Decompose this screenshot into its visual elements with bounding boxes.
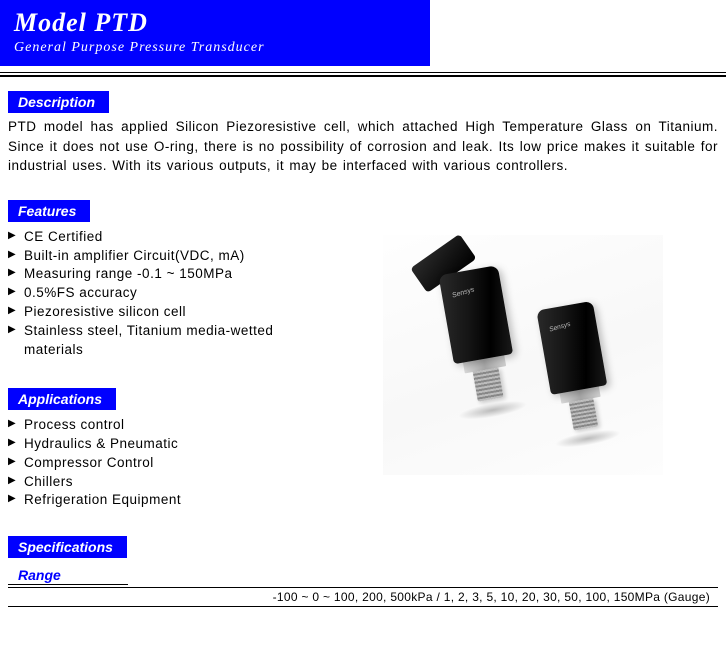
transducer-illustration-1 (434, 264, 529, 423)
image-column (320, 200, 726, 511)
list-item: Measuring range -0.1 ~ 150MPa (8, 265, 320, 284)
transducer-illustration-2 (532, 299, 622, 450)
specifications-block: Specifications Range -100 ~ 0 ~ 100, 200… (0, 536, 726, 607)
divider-thick (0, 75, 726, 77)
list-item: Built-in amplifier Circuit(VDC, mA) (8, 247, 320, 266)
range-value: -100 ~ 0 ~ 100, 200, 500kPa / 1, 2, 3, 5… (8, 588, 718, 607)
description-heading: Description (8, 91, 109, 113)
applications-heading: Applications (8, 388, 116, 410)
list-item: 0.5%FS accuracy (8, 284, 320, 303)
page-root: Model PTD General Purpose Pressure Trans… (0, 0, 726, 607)
list-item: Stainless steel, Titanium media-wetted m… (8, 322, 320, 360)
list-item: Compressor Control (8, 454, 320, 473)
title-banner: Model PTD General Purpose Pressure Trans… (0, 0, 430, 66)
range-heading: Range (8, 566, 128, 585)
divider-thin (0, 72, 726, 73)
features-heading: Features (8, 200, 90, 222)
features-list: CE CertifiedBuilt-in amplifier Circuit(V… (8, 228, 320, 360)
content-row: Features CE CertifiedBuilt-in amplifier … (0, 200, 726, 511)
list-item: Piezoresistive silicon cell (8, 303, 320, 322)
list-item: Chillers (8, 473, 320, 492)
product-image (383, 235, 663, 475)
description-text: PTD model has applied Silicon Piezoresis… (0, 117, 726, 176)
applications-list: Process controlHydraulics & PneumaticCom… (8, 416, 320, 510)
list-item: Hydraulics & Pneumatic (8, 435, 320, 454)
specifications-heading: Specifications (8, 536, 127, 558)
list-item: CE Certified (8, 228, 320, 247)
left-column: Features CE CertifiedBuilt-in amplifier … (0, 200, 320, 511)
model-subtitle: General Purpose Pressure Transducer (14, 40, 416, 56)
list-item: Process control (8, 416, 320, 435)
model-title: Model PTD (14, 8, 416, 38)
list-item: Refrigeration Equipment (8, 491, 320, 510)
